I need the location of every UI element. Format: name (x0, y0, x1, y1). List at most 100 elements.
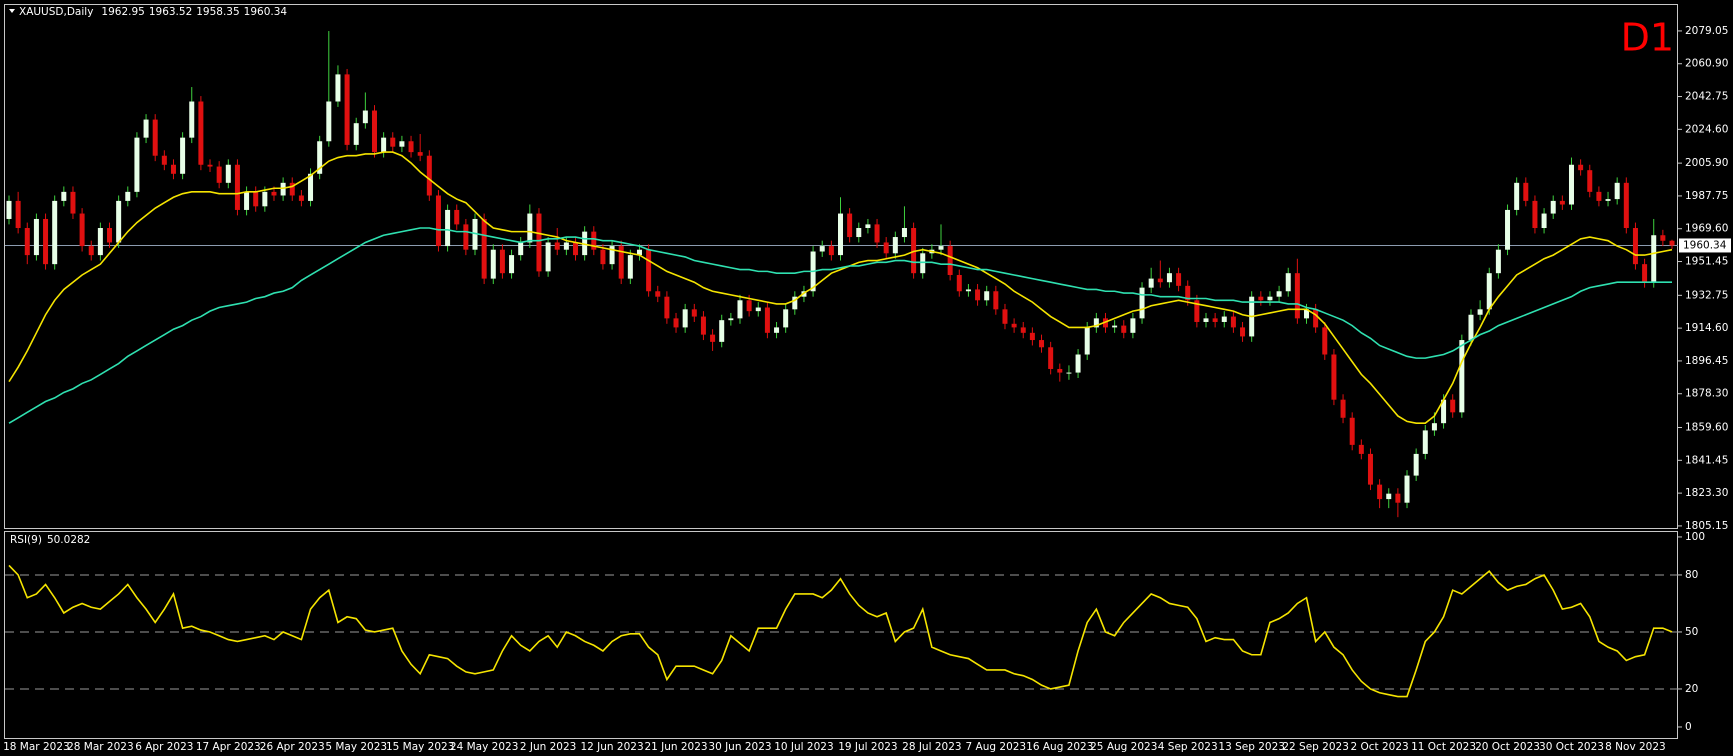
candle-body (1285, 273, 1291, 292)
y-tick-label: 2042.75 (1685, 91, 1728, 103)
candle-body (792, 296, 798, 310)
candle-body (271, 191, 277, 196)
candle-body (1431, 423, 1437, 431)
candle-body (518, 242, 524, 256)
candle-body (1112, 325, 1118, 328)
y-tick-label: 1932.75 (1685, 289, 1728, 301)
candle-body (435, 195, 441, 247)
candle-body (938, 246, 944, 250)
rsi-panel-frame (4, 531, 1678, 739)
candle-body (1669, 240, 1675, 246)
candle-body (1605, 199, 1611, 201)
candle-body (1176, 273, 1182, 286)
candle-body (1550, 200, 1556, 214)
y-tick-label: 1969.60 (1685, 223, 1728, 235)
candle-body (774, 327, 780, 333)
candle-body (33, 218, 39, 256)
x-tick-label: 28 Mar 2023 (67, 741, 134, 753)
candle-body (79, 213, 85, 247)
candle-body (901, 228, 907, 238)
candle-body (454, 209, 460, 225)
symbol: XAUUSD,Daily (19, 6, 93, 18)
candle-body (710, 334, 716, 342)
candle-body (527, 213, 533, 243)
x-tick-label: 22 Sep 2023 (1282, 741, 1349, 753)
x-tick-label: 8 Nov 2023 (1605, 741, 1666, 753)
y-tick-label: 1823.30 (1685, 487, 1728, 499)
candle-body (1139, 287, 1145, 319)
candle-body (1486, 273, 1492, 310)
x-tick-label: 18 Mar 2023 (3, 741, 70, 753)
candle-body (1559, 200, 1565, 205)
candle-body (1002, 309, 1008, 324)
candle-body (371, 110, 377, 153)
candle-body (1386, 493, 1392, 500)
x-tick-label: 28 Jul 2023 (902, 741, 961, 753)
candle-body (1093, 318, 1099, 328)
candle-body (1541, 213, 1547, 229)
candle-body (655, 291, 661, 297)
candle-body (1066, 372, 1072, 374)
close-value: 1960.34 (244, 6, 288, 18)
x-tick-label: 12 Jun 2023 (580, 741, 643, 753)
candle-body (1331, 354, 1337, 400)
candle-body (755, 307, 761, 312)
candle-body (600, 249, 606, 265)
candle-body (1230, 316, 1236, 328)
candle-body (170, 164, 176, 174)
candle-body (1011, 323, 1017, 328)
candle-body (225, 164, 231, 183)
candle-body (189, 101, 195, 138)
candle-body (1523, 182, 1529, 201)
candle-body (326, 101, 332, 142)
candle-body (856, 228, 862, 238)
candle-body (134, 137, 140, 192)
x-tick-label: 16 Aug 2023 (1026, 741, 1093, 753)
candle-body (1020, 327, 1026, 333)
y-tick-label: 1878.30 (1685, 388, 1728, 400)
candle-body (61, 191, 67, 201)
x-tick-label: 2 Oct 2023 (1350, 741, 1408, 753)
candle-body (15, 200, 21, 229)
candle-body (1568, 164, 1574, 205)
x-tick-label: 26 Apr 2023 (260, 741, 325, 753)
price-panel-frame (4, 4, 1678, 529)
indicator-line (8, 227, 1672, 424)
candle-body (1304, 309, 1310, 319)
open-value: 1962.95 (101, 6, 144, 18)
candle-body (1340, 399, 1346, 418)
x-tick-label: 5 May 2023 (325, 741, 387, 753)
rsi-header: RSI(9) 50.0282 (10, 534, 90, 546)
candle-body (362, 110, 368, 124)
y-tick-label: 1987.75 (1685, 190, 1728, 202)
candle-body (399, 141, 405, 147)
candle-body (819, 246, 825, 252)
candle-body (125, 191, 131, 201)
candle-body (1294, 273, 1300, 319)
x-tick-label: 21 Jun 2023 (644, 741, 707, 753)
y-tick-label: 2024.60 (1685, 123, 1728, 135)
candle-body (1358, 444, 1364, 454)
candle-body (116, 200, 122, 243)
candle-body (381, 137, 387, 153)
candle-body (97, 228, 103, 256)
candle-body (490, 249, 496, 279)
y-tick-label: 1859.60 (1685, 422, 1728, 434)
y-tick-label: 20 (1685, 683, 1698, 695)
rsi-name: RSI(9) (10, 534, 42, 546)
candle-body (234, 164, 240, 210)
last-price-label: 1960.34 (1683, 239, 1727, 251)
candle-body (152, 119, 158, 156)
candle-body (1313, 309, 1319, 328)
candle-body (463, 224, 469, 250)
candle-body (88, 246, 94, 256)
candle-body (618, 246, 624, 279)
candle-body (1651, 235, 1657, 283)
candle-body (1441, 399, 1447, 424)
candle-body (253, 191, 259, 207)
candle-body (107, 228, 113, 243)
candle-body (1422, 430, 1428, 454)
candle-body (1075, 354, 1081, 373)
candle-body (682, 309, 688, 328)
